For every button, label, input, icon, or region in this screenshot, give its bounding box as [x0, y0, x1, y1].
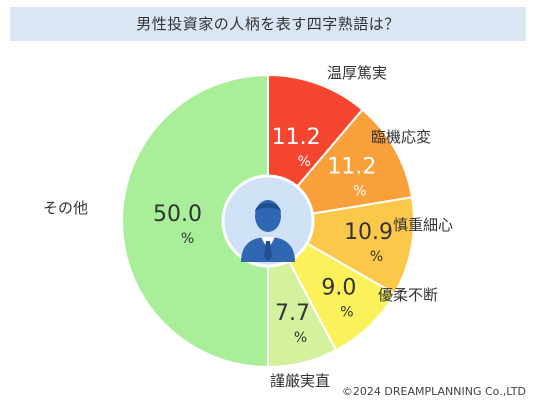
value-label-2: 11.2: [327, 155, 376, 180]
center-icon-group: [221, 174, 315, 268]
pie-slice-6: [121, 73, 269, 369]
businessman-icon: [241, 200, 295, 262]
copyright-text: ©2024 DREAMPLANNING Co.,LTD: [341, 385, 526, 398]
category-label-4: 優柔不断: [378, 286, 438, 304]
percent-sign-5: %: [294, 330, 307, 346]
percent-sign-2: %: [353, 184, 366, 200]
percent-sign-6: %: [181, 231, 194, 247]
value-label-3: 10.9: [344, 220, 393, 245]
value-label-5: 7.7: [275, 301, 310, 326]
category-label-2: 臨機応変: [371, 128, 431, 146]
percent-sign-3: %: [370, 249, 383, 265]
percent-sign-4: %: [340, 305, 353, 321]
chart-title: 男性投資家の人柄を表す四字熟語は？: [10, 7, 526, 41]
value-label-1: 11.2: [272, 125, 321, 150]
category-label-5: 謹厳実直: [270, 372, 330, 390]
category-label-3: 慎重細心: [393, 216, 453, 234]
percent-sign-1: %: [298, 154, 311, 170]
category-label-1: 温厚篤実: [327, 64, 387, 82]
value-label-4: 9.0: [321, 276, 356, 301]
category-label-6: その他: [43, 199, 88, 217]
value-label-6: 50.0: [153, 202, 202, 227]
